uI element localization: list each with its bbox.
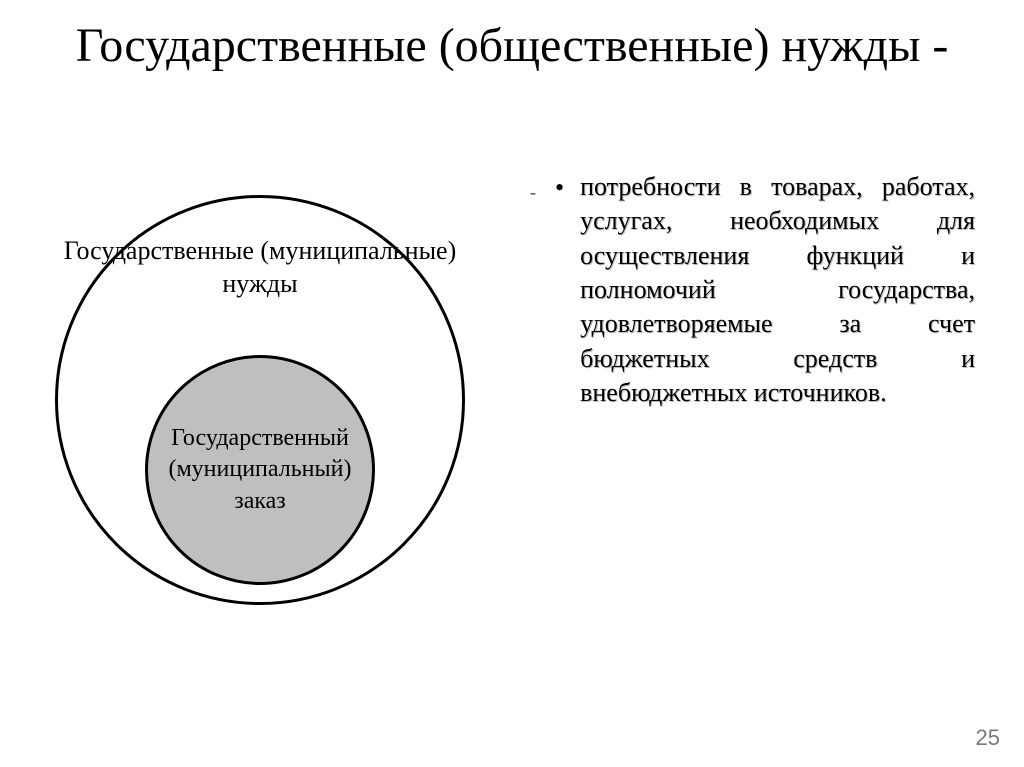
- page-number: 25: [976, 725, 1000, 751]
- nested-circle-diagram: Государственные (муниципальные) нужды Го…: [55, 195, 465, 605]
- bullet-marker: •: [555, 174, 564, 201]
- inner-circle: Государственный (муниципальный) заказ: [145, 355, 375, 585]
- bullet-text: потребности в товарах, работах, услугах,…: [580, 170, 975, 410]
- slide-title: Государственные (общественные) нужды -: [0, 18, 1024, 73]
- dash-mark: -: [530, 182, 536, 203]
- inner-circle-label: Государственный (муниципальный) заказ: [148, 423, 372, 517]
- slide: Государственные (общественные) нужды - Г…: [0, 0, 1024, 767]
- body-text: • потребности в товарах, работах, услуга…: [555, 170, 975, 410]
- outer-circle-label: Государственные (муниципальные) нужды: [55, 235, 465, 300]
- bullet-item: • потребности в товарах, работах, услуга…: [555, 170, 975, 410]
